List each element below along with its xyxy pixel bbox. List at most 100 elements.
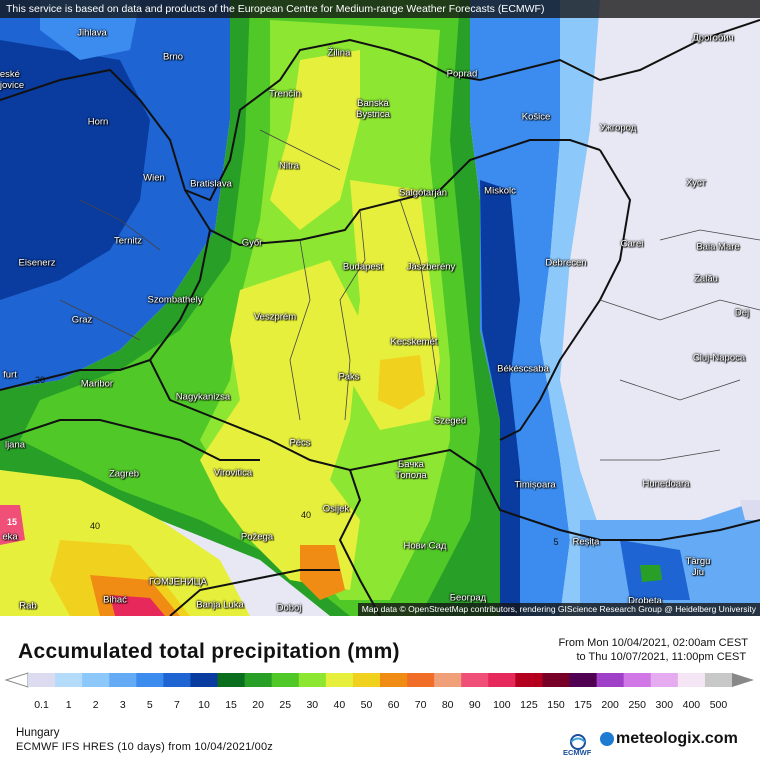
data-source-banner: This service is based on data and produc… (0, 0, 760, 18)
city-label: Jászberény (406, 261, 456, 273)
colorbar-tick-label: 70 (415, 699, 427, 711)
city-label: Paks (338, 371, 360, 383)
colorbar-swatch (325, 673, 354, 687)
colorbar-swatch (677, 673, 706, 687)
city-label: Doboj (276, 602, 302, 614)
city-label: Хуст (686, 177, 706, 189)
colorbar-tick-label: 150 (547, 699, 565, 711)
city-label: ljana (4, 439, 26, 451)
city-label: Veszprém (253, 311, 297, 323)
colorbar-tick-label: 40 (334, 699, 346, 711)
band-sw-red (110, 595, 165, 616)
city-label: Cluj-Napoca (692, 352, 746, 364)
city-label: Bratislava (190, 178, 232, 190)
precipitation-map[interactable]: This service is based on data and produc… (0, 0, 760, 616)
city-label: Bihać (103, 594, 127, 606)
city-label: Baia Mare (696, 241, 740, 253)
colorbar-tick-label: 175 (574, 699, 592, 711)
colorbar-tick-label: 300 (656, 699, 674, 711)
city-label: Osijek (322, 503, 350, 515)
city-label: Banská Bystrica (356, 98, 390, 120)
colorbar-tick-label: 15 (225, 699, 237, 711)
colorbar-swatch (163, 673, 191, 687)
city-label: Győr (241, 237, 263, 249)
city-label: Târgu Jiu (685, 556, 711, 578)
city-label: eka (2, 531, 18, 543)
band-east-blue (470, 0, 570, 616)
colorbar-tick-label: 7 (174, 699, 180, 711)
city-label: Нови Сад (403, 540, 447, 552)
colorbar-swatch (569, 673, 598, 687)
ecmwf-logo-icon (570, 734, 586, 750)
region-label: Hungary (16, 727, 60, 739)
colorbar-swatch (190, 673, 219, 687)
colorbar-swatch (82, 673, 110, 687)
colorbar-tick-label: 100 (493, 699, 511, 711)
time-period: From Mon 10/04/2021, 02:00am CEST to Thu… (558, 636, 748, 664)
colorbar-swatch (542, 673, 571, 687)
colorbar-swatch (55, 673, 83, 687)
colorbar-swatch (488, 673, 516, 687)
colorbar-tick-label: 125 (520, 699, 538, 711)
contour-label: 40 (89, 521, 101, 531)
city-label: Eisenerz (18, 257, 56, 269)
band-east-lightblue (540, 0, 600, 616)
colorbar-tick-label: 60 (388, 699, 400, 711)
city-label: Pécs (289, 437, 311, 449)
colorbar-swatch (217, 673, 246, 687)
ecmwf-logo-text: ECMWF (563, 748, 592, 757)
colorbar-tick-label: 3 (120, 699, 126, 711)
colorbar-swatch (623, 673, 652, 687)
city-label: Nagykanizsa (175, 391, 231, 403)
colorbar-tick-label: 400 (683, 699, 701, 711)
colorbar-swatch (298, 673, 327, 687)
city-label: Banja Luka (196, 599, 244, 611)
band-se-green (640, 565, 662, 582)
city-label: Kecskemét (390, 336, 438, 348)
city-label: Drobeta (628, 595, 662, 607)
colorbar-svg: 0.1 1 2 3 5 7 10 15 20 25 30 40 50 60 70 80 90 100 125 150 1… (4, 672, 754, 711)
city-label: Žilina (327, 47, 351, 59)
meteologix-icon (600, 732, 614, 746)
colorbar-swatch (434, 673, 462, 687)
colorbar-swatch (271, 673, 300, 687)
city-label: Nitra (278, 160, 300, 172)
model-info: ECMWF IFS HRES (10 days) from 10/04/2021… (16, 741, 273, 753)
colorbar-tick-label: 25 (279, 699, 291, 711)
city-label: Carei (620, 238, 644, 250)
band-w-pink (0, 505, 25, 545)
city-label: eské jovice (0, 69, 25, 91)
colorbar-tick-label: 0.1 (34, 699, 49, 711)
brand-link[interactable]: meteologix.com (616, 730, 738, 747)
city-label: Zalău (694, 273, 718, 285)
city-label: Wien (143, 172, 165, 184)
band-s-orange (300, 545, 345, 600)
band-west-darkblue (0, 40, 150, 300)
city-label: Hunedoara (642, 478, 690, 490)
contour-label: 20 (34, 375, 46, 385)
city-label: Szombathely (147, 294, 203, 306)
city-label: Graz (71, 314, 93, 326)
colorbar-tick-label: 30 (306, 699, 318, 711)
colorbar-tick-label: 200 (601, 699, 619, 711)
city-label: Београд (449, 592, 487, 604)
city-label: Dej (734, 307, 750, 319)
city-label: Jihlava (77, 27, 107, 39)
city-label: Ужгород (599, 122, 637, 134)
city-label: Horn (87, 116, 109, 128)
city-label: Košice (521, 111, 551, 123)
city-label: Debrecen (545, 257, 587, 269)
contour-label: 40 (300, 510, 312, 520)
map-canvas (0, 0, 760, 616)
city-label: furt (3, 369, 17, 381)
colorbar-swatch (704, 673, 733, 687)
colorbar-tick-label: 2 (93, 699, 99, 711)
colorbar-tick-label: 250 (628, 699, 646, 711)
city-label: Timișoara (514, 479, 556, 491)
colorbar-tick-label: 20 (252, 699, 264, 711)
map-title: Accumulated total precipitation (mm) (18, 640, 400, 663)
city-label: Бачка Топола (395, 459, 427, 481)
colorbar-right-arrow (732, 673, 754, 687)
period-to: to Thu 10/07/2021, 11:00pm CEST (576, 651, 747, 663)
colorbar-swatch (244, 673, 273, 687)
